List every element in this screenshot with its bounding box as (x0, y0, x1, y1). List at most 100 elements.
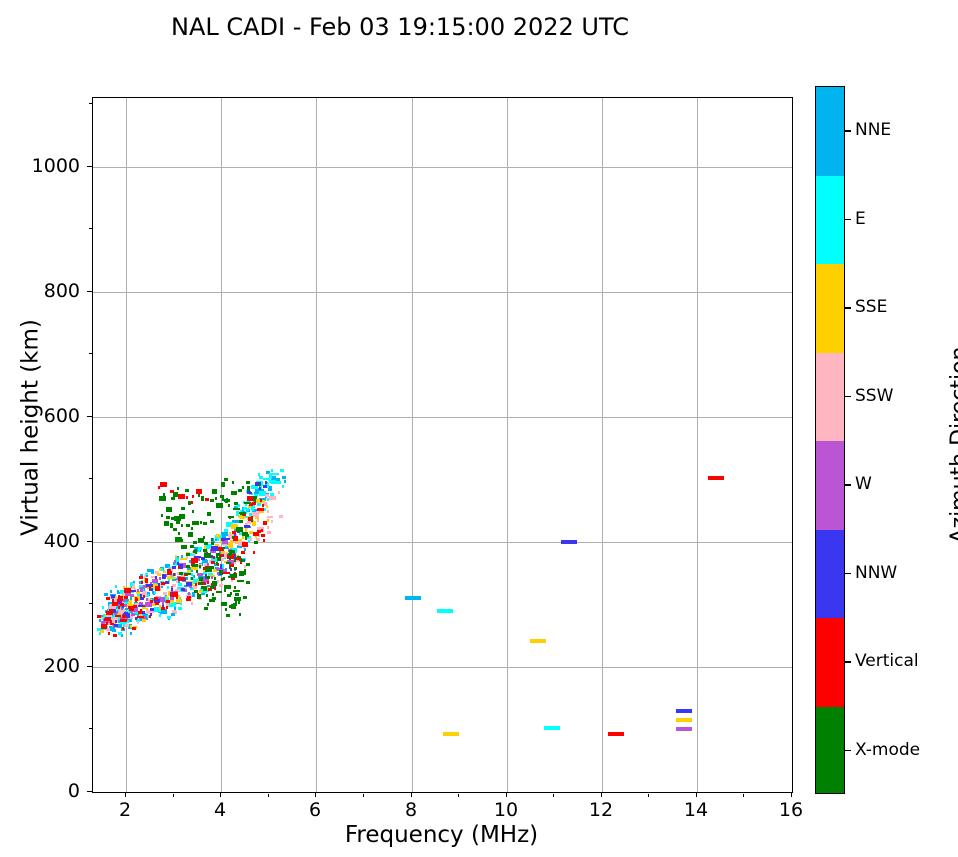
x-tick-minor (648, 794, 649, 797)
data-point (436, 609, 453, 614)
data-point (216, 557, 221, 562)
data-point (175, 602, 183, 605)
data-point (279, 469, 284, 473)
data-point (145, 598, 148, 602)
data-point (232, 531, 237, 535)
data-point (149, 607, 154, 611)
data-point (150, 575, 155, 578)
data-point (134, 587, 137, 591)
y-tick-label: 400 (43, 530, 80, 552)
data-point (146, 614, 149, 618)
data-point (120, 606, 123, 610)
data-point (195, 489, 202, 495)
data-point (260, 529, 263, 533)
data-point (224, 546, 229, 550)
data-point (210, 575, 213, 579)
colorbar-label-x-mode: X-mode (855, 739, 921, 760)
data-point (244, 503, 247, 507)
data-point (208, 572, 214, 576)
data-point (240, 558, 245, 562)
data-point (204, 606, 209, 610)
data-point (254, 493, 259, 497)
data-point (201, 573, 204, 577)
colorbar-segment-e (816, 175, 844, 265)
data-point (162, 574, 167, 580)
data-point (219, 584, 224, 588)
data-point (212, 597, 217, 601)
data-point (213, 586, 216, 590)
data-point (142, 613, 147, 617)
x-tick-minor (363, 794, 364, 797)
data-point (186, 582, 193, 587)
y-tick (87, 166, 92, 167)
data-point (131, 586, 134, 590)
colorbar-segment-w (816, 441, 844, 531)
data-point (186, 496, 189, 500)
data-point (166, 568, 171, 572)
data-point (234, 505, 239, 509)
data-point (178, 607, 183, 611)
data-point (133, 580, 136, 584)
data-point (173, 491, 179, 497)
data-point (162, 570, 166, 573)
data-point (244, 510, 247, 514)
gridline-horizontal (93, 167, 792, 168)
data-point (222, 539, 229, 545)
data-point (257, 482, 260, 486)
data-point (242, 532, 249, 537)
data-point (242, 541, 249, 547)
data-point (192, 495, 195, 499)
data-point (166, 506, 173, 512)
data-point (221, 578, 224, 582)
colorbar-segment-nne (816, 87, 844, 177)
data-point (251, 502, 256, 506)
data-point (228, 575, 236, 578)
data-point (227, 548, 232, 552)
data-point (261, 534, 266, 538)
data-point (205, 498, 210, 502)
y-tick-minor (89, 478, 92, 479)
data-point (223, 584, 231, 589)
data-point (190, 572, 193, 576)
data-point (233, 535, 239, 541)
data-point (162, 492, 165, 496)
data-point (258, 472, 261, 476)
colorbar-tick (845, 484, 851, 486)
data-point (129, 593, 134, 597)
data-point (165, 580, 170, 584)
data-point (442, 732, 459, 737)
data-point (239, 560, 242, 564)
colorbar-label-sse: SSE (855, 297, 888, 318)
data-point (202, 566, 205, 570)
data-point (134, 601, 139, 605)
data-point (142, 619, 147, 623)
data-point (239, 514, 245, 520)
data-point (170, 597, 175, 601)
data-point (135, 603, 143, 606)
colorbar-label-w: W (855, 474, 872, 495)
data-point (140, 597, 145, 601)
data-point (246, 481, 251, 485)
data-point (154, 606, 162, 612)
data-point (256, 507, 264, 511)
data-point (529, 639, 546, 644)
data-point (150, 609, 155, 613)
data-point (202, 548, 205, 552)
data-point (277, 491, 280, 495)
colorbar-segment-sse (816, 264, 844, 354)
data-point (165, 605, 168, 609)
data-point (102, 606, 105, 610)
data-point (169, 599, 174, 603)
data-point (239, 531, 244, 536)
data-point (234, 566, 238, 570)
data-point (232, 572, 237, 576)
x-tick-minor (411, 794, 412, 797)
x-tick-label: 10 (493, 799, 519, 821)
y-tick-label: 800 (43, 280, 80, 302)
data-point (226, 613, 231, 617)
data-point (251, 520, 256, 526)
data-point (129, 581, 133, 587)
data-point (206, 603, 209, 607)
data-point (212, 593, 215, 597)
data-point (175, 520, 178, 524)
